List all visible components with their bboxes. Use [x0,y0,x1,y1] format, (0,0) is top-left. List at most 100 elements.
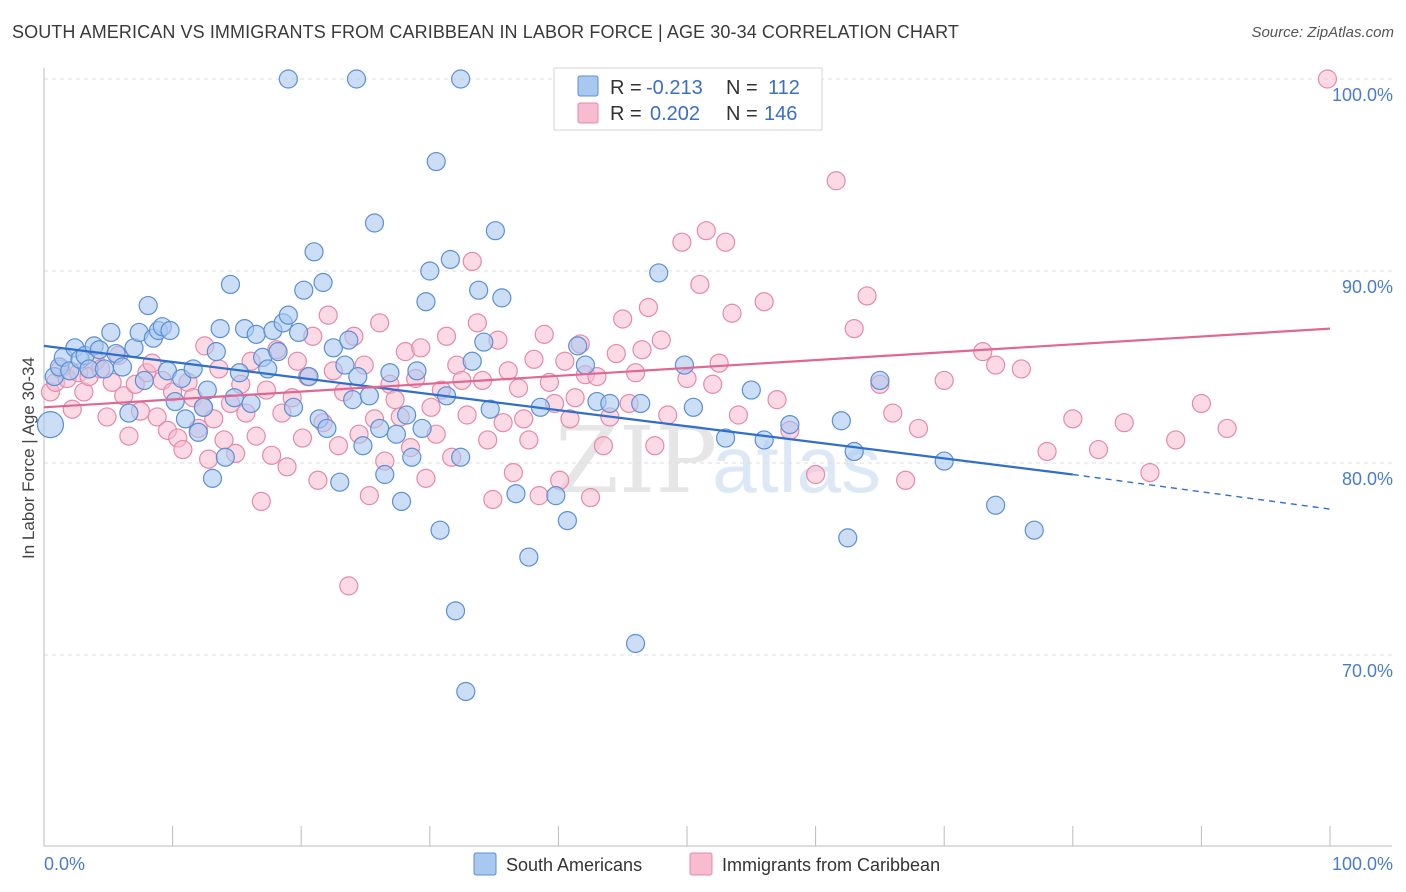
caribbean-point [690,274,710,295]
caribbean-point [722,303,742,323]
south-american-point [485,221,505,241]
caribbean-point [539,372,559,392]
chart-title: SOUTH AMERICAN VS IMMIGRANTS FROM CARIBB… [12,22,959,42]
caribbean-point [934,370,954,391]
caribbean-point [606,343,626,364]
caribbean-point [359,486,379,506]
south-american-point [625,633,646,654]
south-american-point [335,355,355,375]
legend-top: R = -0.213 N = 112 R = 0.202 N = 146 [553,67,823,131]
south-american-point [546,486,566,506]
south-american-trend-extension [1072,473,1331,510]
caribbean-point [339,576,359,596]
south-american-point [241,393,261,414]
caribbean-point [580,487,601,508]
legend-top-pink-r-value: 0.202 [650,103,700,125]
south-american-point [492,288,512,308]
caribbean-point [1191,393,1212,414]
south-american-point [323,338,343,358]
south-american-point [375,464,395,485]
south-american-point [631,393,651,414]
south-american-point [89,340,109,360]
caribbean-point [767,390,787,410]
y-tick-label-90: 90.0% [1342,277,1393,297]
south-american-point [780,415,800,435]
south-american-point [870,370,890,391]
south-american-point [165,391,185,412]
caribbean-point [416,468,436,488]
caribbean-point [651,330,671,350]
caribbean-point [565,388,585,408]
south-american-point [348,367,368,387]
caribbean-point [292,428,313,448]
south-american-point [397,405,417,425]
south-american-point [346,69,367,89]
legend-top-pink-n-value: 146 [764,103,797,125]
south-american-point [175,409,196,429]
caribbean-point [256,380,277,400]
south-american-point [370,418,390,439]
caribbean-point [672,232,692,252]
south-american-point [330,472,350,492]
caribbean-point [534,324,554,344]
legend-top-blue-r-value: -0.213 [646,77,703,99]
caribbean-point [462,251,482,271]
caribbean-point [1037,441,1057,462]
caribbean-point [173,439,193,460]
caribbean-point [493,413,513,433]
x-tick-label-min: 0.0% [44,854,85,874]
south-american-point [557,510,578,531]
caribbean-point [844,319,864,339]
caribbean-point [370,313,390,333]
x-tick-label-max: 100.0% [1332,854,1393,874]
south-american-point [451,447,471,467]
south-american-point [313,272,333,293]
south-american-point [407,361,427,381]
caribbean-point [519,430,539,450]
caribbean-point [1317,69,1338,89]
south-american-point [268,342,288,362]
caribbean-point [613,309,633,329]
y-tick-label-100: 100.0% [1332,85,1393,105]
caribbean-point [645,436,665,456]
south-american-point [480,399,500,419]
south-american-point [426,151,446,172]
caribbean-point [857,286,877,306]
south-american-point [317,418,337,439]
x-ticks [172,826,1331,846]
caribbean-point [411,338,431,358]
caribbean-point [318,305,338,325]
caribbean-trend-line [43,327,1331,409]
caribbean-point [199,449,219,469]
south-american-point [451,69,471,89]
south-american-point [462,351,482,371]
south-american-point [568,336,588,356]
caribbean-point [498,361,518,381]
south-american-point [402,447,422,467]
legend-bottom-blue-swatch [473,852,497,876]
caribbean-point [457,405,477,425]
south-american-point [715,428,736,448]
south-american-point [304,242,324,262]
south-american-point [138,295,158,316]
south-american-point [339,330,359,350]
south-american-point [202,468,223,488]
south-american-point [754,430,774,450]
caribbean-point [246,426,266,446]
south-american-point [283,397,304,417]
caribbean-point [524,349,544,369]
watermark-zip: ZIP [555,407,717,514]
south-american-point [469,280,489,300]
caribbean-point [503,463,523,483]
legend-top-blue-r-label: R = [610,77,642,99]
caribbean-point [119,426,139,446]
caribbean-point [715,232,736,252]
south-american-point [474,332,494,352]
legend-top-blue-n-value: 112 [768,77,800,99]
y-axis-label: In Labor Force | Age 30-34 [19,357,38,559]
caribbean-point [262,445,282,465]
south-american-point [600,393,620,414]
caribbean-point [1166,430,1186,450]
trend-lines [43,327,1331,510]
caribbean-point [277,457,297,477]
